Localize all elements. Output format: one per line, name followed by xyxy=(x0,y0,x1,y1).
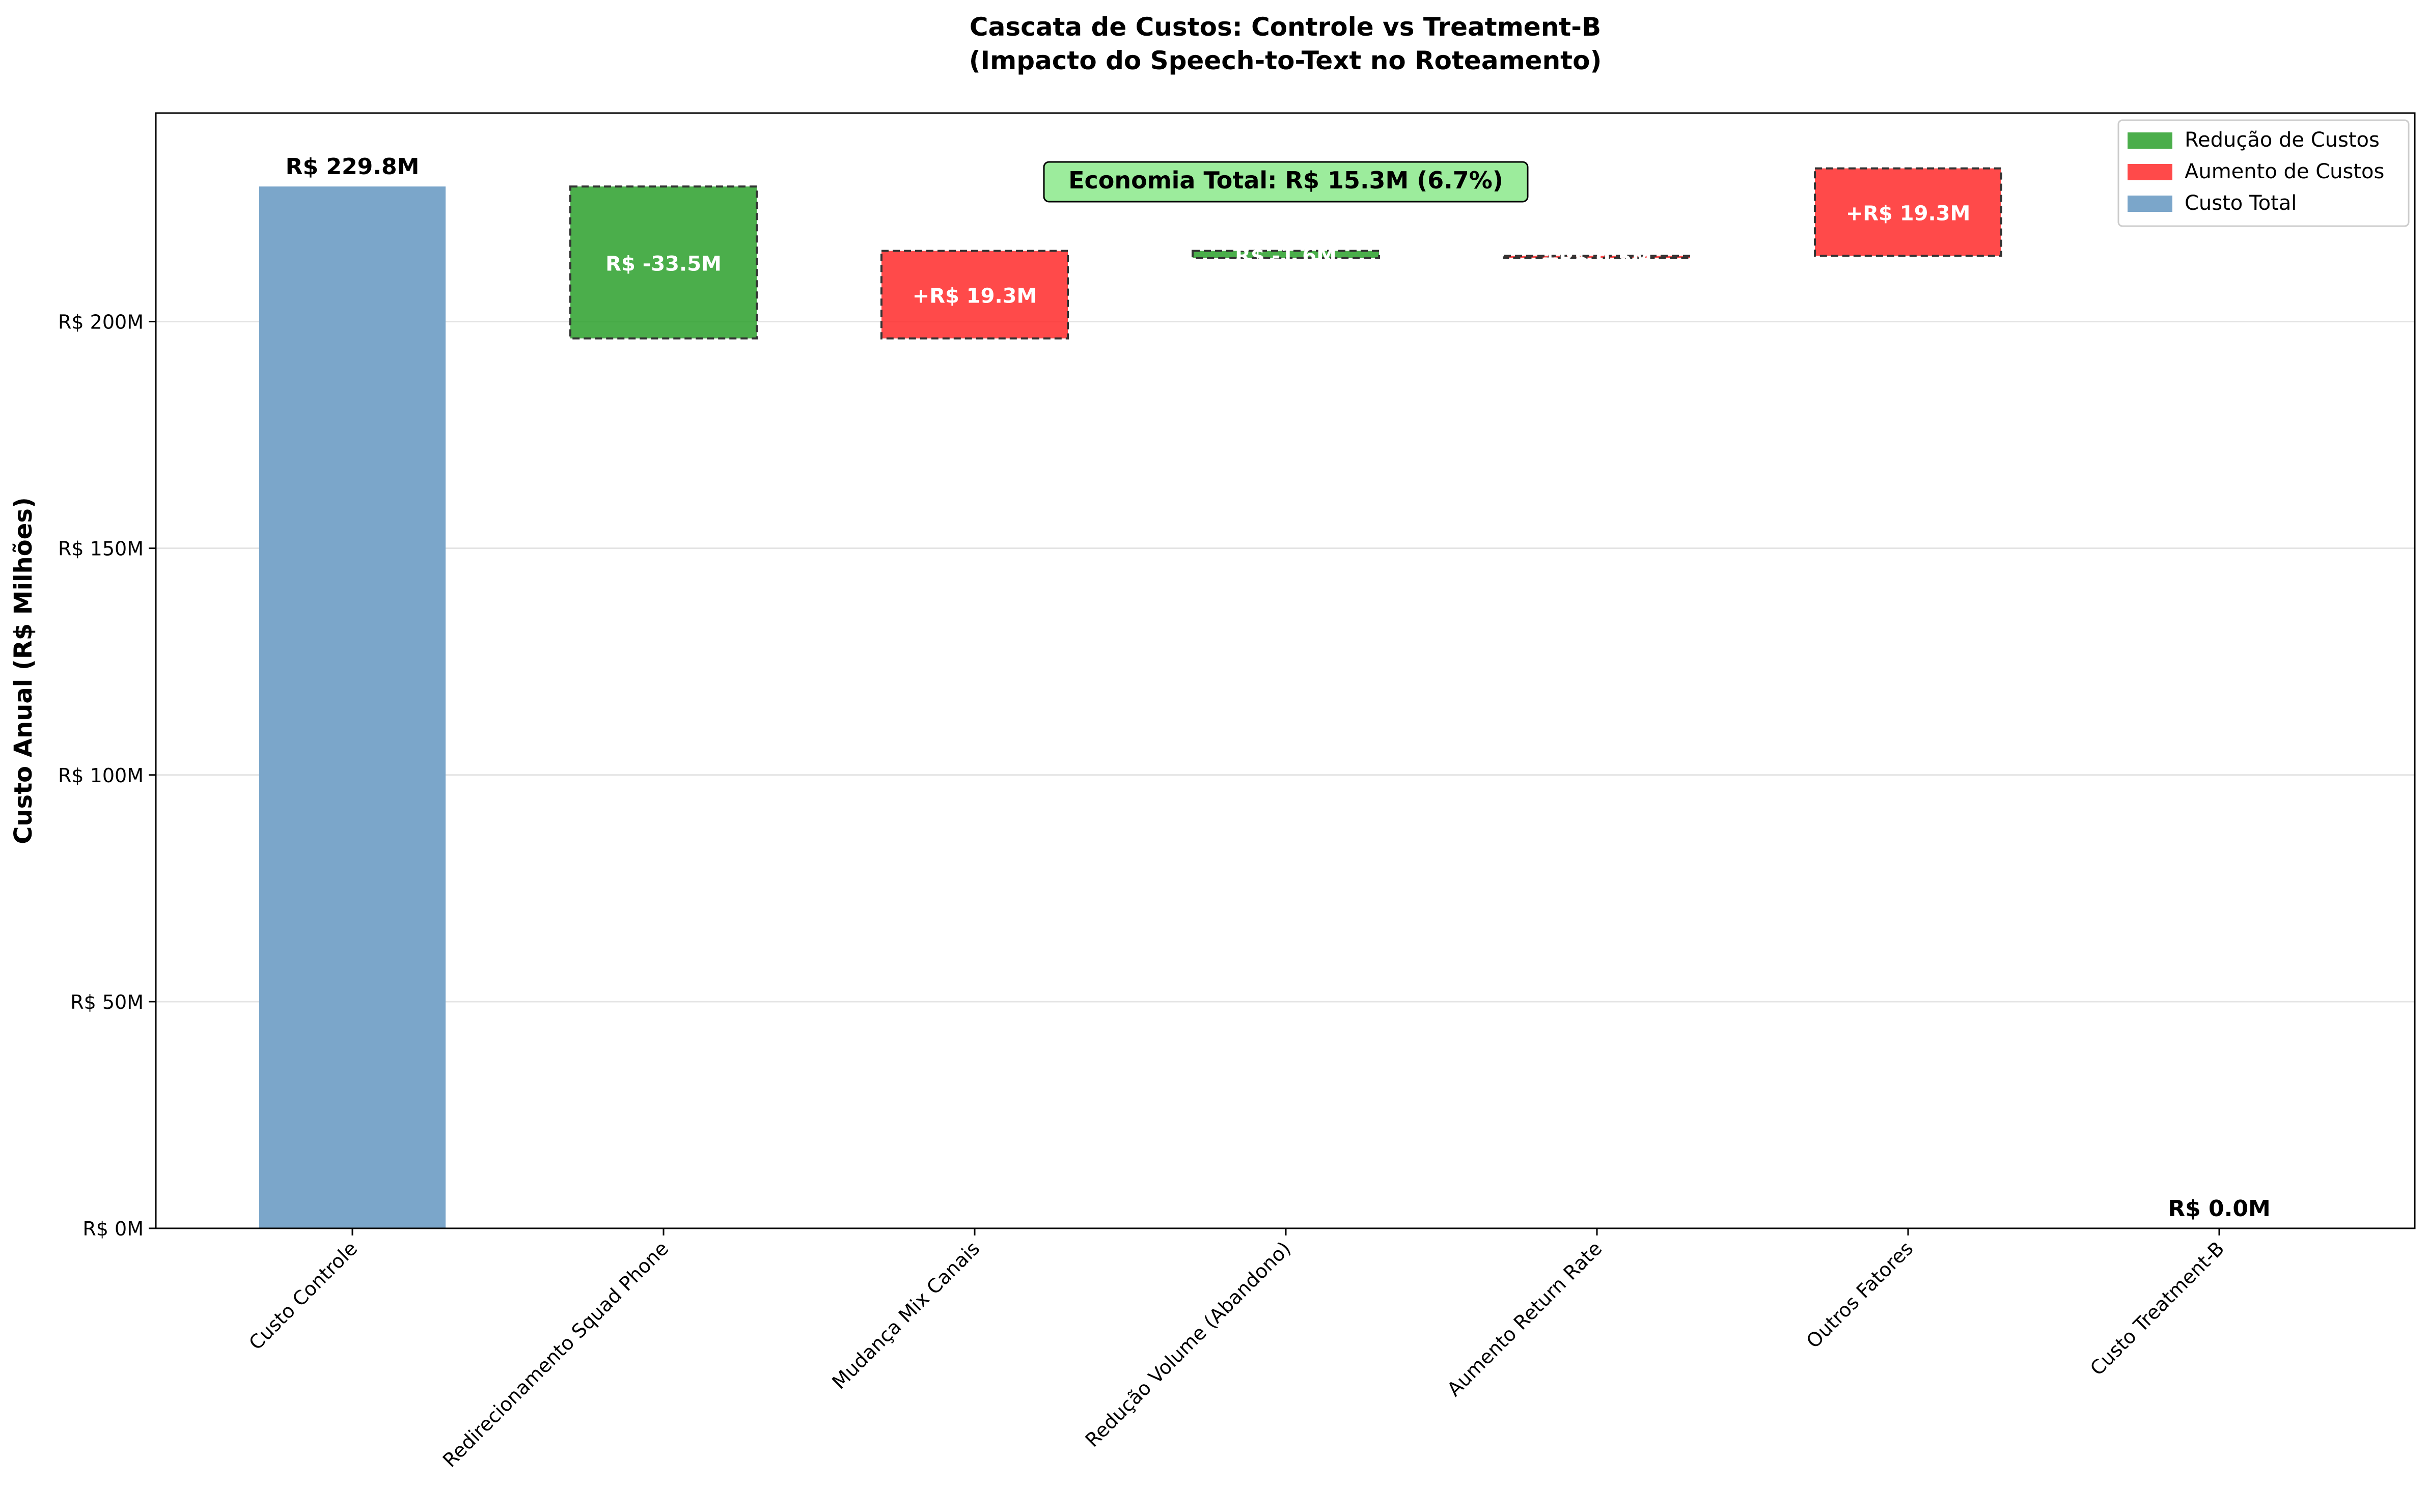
legend-swatch-total xyxy=(2128,196,2172,212)
total-savings-annotation: Economia Total: R$ 15.3M (6.7%) xyxy=(1043,161,1529,203)
bar-custo-controle xyxy=(259,186,446,1228)
data-label-custo-controle: R$ 229.8M xyxy=(286,154,420,180)
chart-subtitle: (Impacto do Speech-to-Text no Roteamento… xyxy=(969,46,1602,75)
bar-aumento-return-rate xyxy=(1503,255,1691,259)
bar-outros-fatores xyxy=(1814,167,2002,257)
bar-mudanca-mix-canais xyxy=(880,250,1069,340)
data-labels: R$ 229.8M R$ 0.0M xyxy=(286,154,2271,1222)
x-tick-label-outros-fatores: Outros Fatores xyxy=(1802,1237,1918,1353)
bar-reducao-volume-abandono xyxy=(1192,250,1380,259)
legend-label-total: Custo Total xyxy=(2185,191,2297,215)
x-tick-label-reducao-volume-abandono: Redução Volume (Abandono) xyxy=(1081,1237,1295,1451)
x-tick-label-aumento-return-rate: Aumento Return Rate xyxy=(1443,1237,1606,1400)
annotation-box xyxy=(1043,161,1529,203)
legend-label-decrease: Redução de Custos xyxy=(2185,128,2380,152)
plot-frame xyxy=(155,112,2416,1229)
y-tick-label: R$ 150M xyxy=(58,538,144,560)
data-label-mudanca-mix-canais: +R$ 19.3M xyxy=(913,285,1037,308)
bar-redirecionamento-squad-phone xyxy=(569,185,758,340)
x-tick-label-redirecionamento-squad-phone: Redirecionamento Squad Phone xyxy=(438,1237,673,1471)
x-tick-label-custo-controle: Custo Controle xyxy=(244,1237,362,1354)
y-tick-label: R$ 50M xyxy=(70,991,144,1013)
data-label-outros-fatores: +R$ 19.3M xyxy=(1846,202,1971,226)
data-label-aumento-return-rate: +R$ 0.5M xyxy=(1542,247,1652,270)
x-axis-ticks: Custo Controle Redirecionamento Squad Pho… xyxy=(244,1228,2228,1472)
gridlines xyxy=(156,321,2415,1229)
data-label-custo-treatment-b: R$ 0.0M xyxy=(2168,1196,2271,1222)
x-tick-label-mudanca-mix-canais: Mudança Mix Canais xyxy=(827,1237,984,1393)
y-axis-ticks: R$ 0M R$ 50M R$ 100M R$ 150M R$ 200M xyxy=(58,311,156,1240)
annotation-text: Economia Total: R$ 15.3M (6.7%) xyxy=(1068,167,1503,194)
data-label-redirecionamento-squad-phone: R$ -33.5M xyxy=(605,252,722,276)
legend-frame xyxy=(2117,119,2410,227)
y-tick-label: R$ 0M xyxy=(82,1218,144,1240)
y-axis-title: Custo Anual (R$ Milhões) xyxy=(9,497,38,844)
legend-label-increase: Aumento de Custos xyxy=(2185,160,2384,183)
x-tick-label-custo-treatment-b: Custo Treatment-B xyxy=(2086,1237,2228,1380)
chart-title: Cascata de Custos: Controle vs Treatment… xyxy=(970,12,1601,42)
y-tick-label: R$ 100M xyxy=(58,764,144,787)
y-tick-label: R$ 200M xyxy=(58,311,144,334)
bars: R$ -33.5M +R$ 19.3M R$ -1.6M +R$ 0.5M +R$ 19… xyxy=(259,167,2002,1228)
data-label-reducao-volume-abandono: R$ -1.6M xyxy=(1235,244,1337,268)
legend: Redução de Custos Aumento de Custos Custo … xyxy=(2117,119,2410,227)
legend-swatch-increase xyxy=(2128,164,2172,180)
legend-swatch-decrease xyxy=(2128,132,2172,149)
